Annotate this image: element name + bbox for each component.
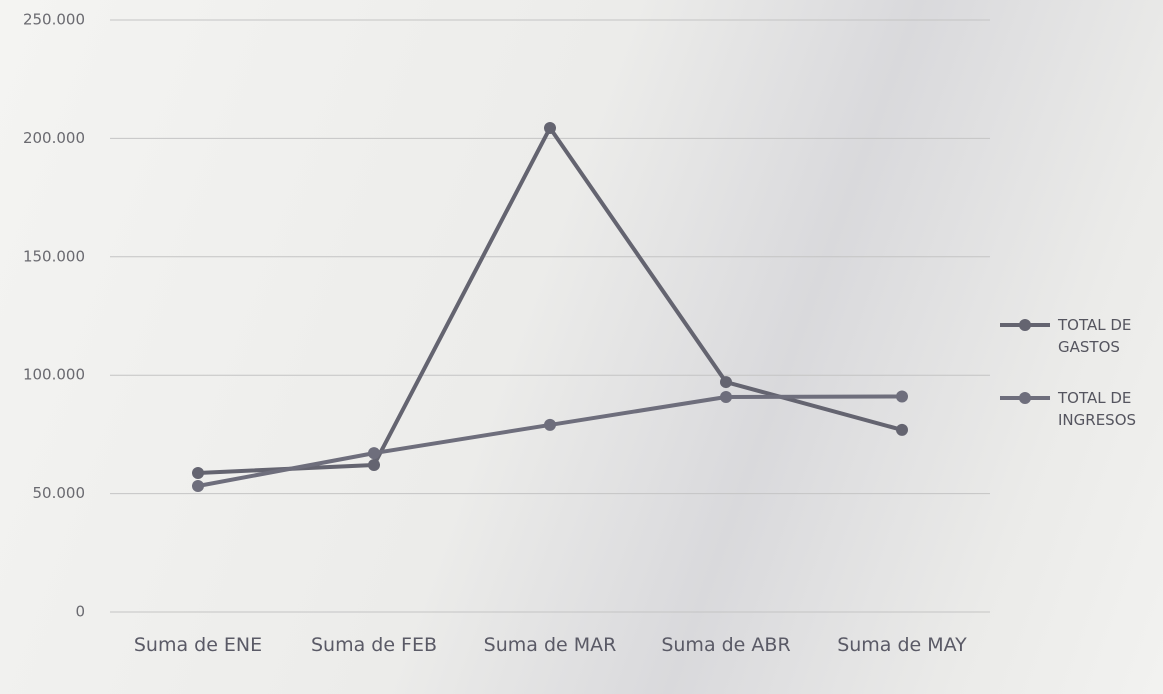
data-point [368, 447, 380, 460]
data-point [544, 121, 556, 134]
x-tick-label: Suma de ENE [133, 634, 263, 656]
x-tick-label: Suma de MAY [837, 634, 967, 656]
data-point [544, 418, 556, 431]
data-point [720, 390, 732, 403]
y-tick-label: 0 [75, 603, 85, 621]
y-tick-label: 100.000 [23, 366, 85, 384]
data-point [896, 423, 908, 436]
data-point [192, 466, 204, 479]
y-tick-label: 200.000 [23, 129, 85, 147]
y-tick-label: 250.000 [23, 11, 85, 29]
x-tick-label: Suma de MAR [483, 634, 617, 656]
legend-marker [1019, 319, 1031, 331]
y-tick-label: 50.000 [33, 484, 86, 502]
x-tick-label: Suma de FEB [310, 634, 438, 656]
data-point [896, 390, 908, 403]
legend-marker [1019, 392, 1031, 404]
legend-label: TOTAL DE INGRESOS [1058, 389, 1137, 429]
data-point [192, 480, 204, 493]
x-tick-label: Suma de ABR [661, 634, 791, 656]
y-tick-label: 150.000 [23, 247, 85, 265]
series-line [197, 394, 903, 488]
legend-label: TOTAL DE GASTOS [1058, 316, 1132, 356]
data-point [720, 376, 732, 389]
data-point [368, 458, 380, 471]
